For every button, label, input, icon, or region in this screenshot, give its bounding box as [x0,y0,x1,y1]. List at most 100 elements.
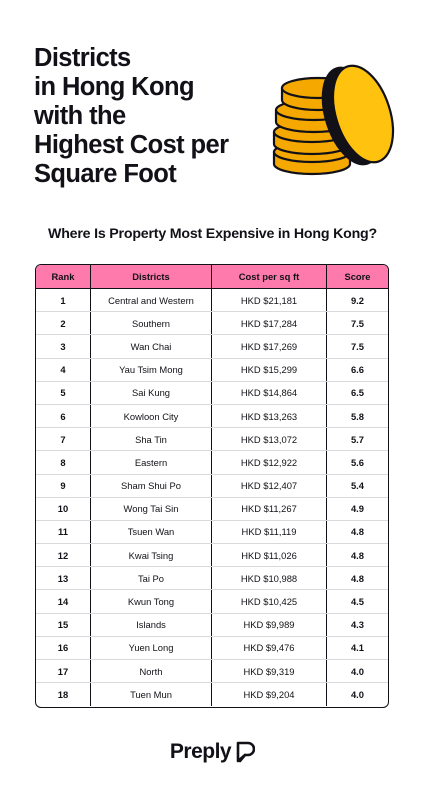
cost-cell: HKD $11,026 [212,544,327,567]
district-cell: Southern [91,312,212,335]
rank-cell: 12 [36,544,91,567]
district-cell: Yau Tsim Mong [91,358,212,381]
cost-cell: HKD $11,119 [212,520,327,544]
rank-cell: 10 [36,497,91,520]
cost-cell: HKD $13,263 [212,404,327,428]
district-cell: Islands [91,613,212,636]
cost-cell: HKD $9,989 [212,613,327,636]
table-row: 18 Tuen Mun HKD $9,204 4.0 [36,683,388,707]
district-cell: Sai Kung [91,381,212,404]
rank-cell: 15 [36,613,91,636]
district-cell: North [91,660,212,683]
title-line: in Hong Kong [34,73,195,101]
district-cell: Kwun Tong [91,590,212,613]
table-row: 13 Tai Po HKD $10,988 4.8 [36,567,388,591]
cost-cell: HKD $12,407 [212,474,327,497]
score-cell: 4.8 [350,572,365,584]
table-row: 17 North HKD $9,319 4.0 [36,660,388,684]
cost-cell: HKD $13,072 [212,428,327,451]
cost-cell: HKD $17,269 [212,335,327,358]
table-body: 1 Central and Western HKD $21,181 9.2 2 South… [36,289,388,707]
table-row: 3 Wan Chai HKD $17,269 7.5 [36,335,388,359]
cost-cell: HKD $10,988 [212,567,327,590]
score-cell: 5.7 [350,433,365,445]
table-row: 5 Sai Kung HKD $14,864 6.5 [36,381,388,405]
district-cell: Tsuen Wan [91,520,212,544]
brand-name: Preply [169,740,232,763]
rank-cell: 7 [36,428,91,451]
score-cell: 6.5 [350,387,365,399]
districts-table: Rank Districts Cost per sq ft Score 1 Cen… [35,264,389,708]
table-row: 10 Wong Tai Sin HKD $11,267 4.9 [36,497,388,521]
table-row: 6 Kowloon City HKD $13,263 5.8 [36,404,388,429]
rank-cell: 5 [36,381,91,404]
score-cell: 4.8 [350,526,365,538]
table-row: 1 Central and Western HKD $21,181 9.2 [36,289,388,313]
district-cell: Wong Tai Sin [91,497,212,520]
cost-cell: HKD $9,319 [212,660,327,683]
cost-cell: HKD $11,267 [212,497,327,520]
cost-cell: HKD $12,922 [212,451,327,474]
score-cell: 5.4 [350,480,365,492]
district-cell: Sham Shui Po [91,474,212,497]
title-line: Districts [34,44,131,72]
title-line: with the [34,102,126,130]
rank-cell: 9 [36,474,91,497]
table-row: 12 Kwai Tsing HKD $11,026 4.8 [36,544,388,568]
district-cell: Tuen Mun [91,683,212,707]
rank-cell: 1 [36,289,91,312]
table-row: 2 Southern HKD $17,284 7.5 [36,312,388,336]
score-cell: 4.3 [350,619,365,631]
table-subtitle: Where Is Property Most Expensive in Hong… [48,226,377,242]
coin-stack-illustration [272,64,395,176]
table-row: 15 Islands HKD $9,989 4.3 [36,613,388,637]
district-cell: Sha Tin [91,428,212,451]
table-row: 8 Eastern HKD $12,922 5.6 [36,451,388,475]
district-cell: Eastern [91,451,212,474]
rank-cell: 11 [36,520,91,544]
rank-cell: 3 [36,335,91,358]
cost-cell: HKD $14,864 [212,381,327,404]
header-districts: Districts [91,265,212,288]
score-cell: 7.5 [350,340,365,352]
district-cell: Yuen Long [91,636,212,659]
page-title: Districts in Hong Kong with the Highest … [34,44,284,189]
score-cell: 4.8 [350,549,365,561]
district-cell: Kwai Tsing [91,544,212,567]
district-cell: Wan Chai [91,335,212,358]
rank-cell: 2 [36,312,91,335]
table-row: 4 Yau Tsim Mong HKD $15,299 6.6 [36,358,388,382]
rank-cell: 14 [36,590,91,613]
score-cell: 4.9 [350,503,365,515]
cost-cell: HKD $9,476 [212,636,327,659]
cost-cell: HKD $9,204 [212,683,327,707]
cost-cell: HKD $15,299 [212,358,327,381]
header-score: Score [344,271,371,282]
rank-cell: 17 [36,660,91,683]
rank-cell: 4 [36,358,91,381]
cost-cell: HKD $17,284 [212,312,327,335]
title-line: Highest Cost per [34,131,229,159]
district-cell: Central and Western [91,289,212,312]
rank-cell: 18 [36,683,91,707]
score-cell: 6.6 [350,364,365,376]
cost-cell: HKD $21,181 [212,289,327,312]
table-row: 11 Tsuen Wan HKD $11,119 4.8 [36,520,388,545]
score-cell: 4.5 [350,596,365,608]
rank-cell: 16 [36,636,91,659]
score-cell: 4.0 [350,665,365,677]
title-line: Square Foot [34,160,177,188]
score-cell: 7.5 [350,317,365,329]
cost-cell: HKD $10,425 [212,590,327,613]
score-cell: 5.6 [350,456,365,468]
brand-footer: Preply [0,740,425,764]
table-row: 7 Sha Tin HKD $13,072 5.7 [36,428,388,452]
table-row: 9 Sham Shui Po HKD $12,407 5.4 [36,474,388,498]
preply-logo-icon [236,741,256,763]
rank-cell: 8 [36,451,91,474]
table-header: Rank Districts Cost per sq ft Score [36,265,388,289]
rank-cell: 6 [36,404,91,428]
score-cell: 4.0 [350,689,365,701]
score-cell: 9.2 [350,294,365,306]
header-rank: Rank [36,265,91,288]
